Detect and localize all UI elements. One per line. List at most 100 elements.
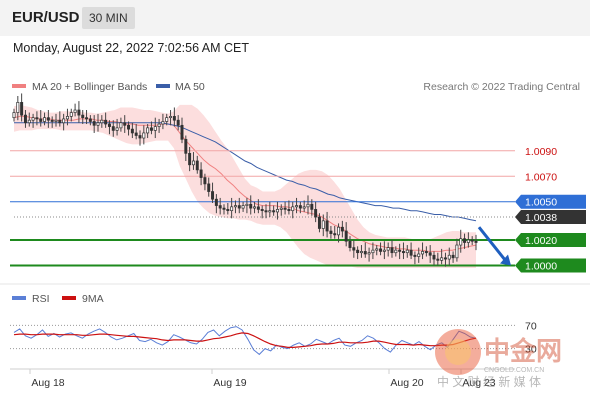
- rsi-legend: RSI 9MA: [12, 293, 104, 305]
- logo-sub-text: CNGOLD.COM.CN: [484, 367, 544, 374]
- candle-body: [352, 247, 356, 251]
- candle-body: [241, 205, 245, 209]
- candle-body: [172, 116, 176, 121]
- candle-body: [367, 252, 371, 255]
- candle-body: [463, 238, 467, 243]
- x-tick-label: Aug 19: [213, 377, 246, 389]
- candle-body: [279, 207, 283, 210]
- candle-body: [142, 132, 146, 139]
- candle-body: [107, 123, 111, 127]
- candle-body: [421, 251, 425, 255]
- candle-body: [268, 210, 272, 213]
- rsi-plot-area: 70 30: [10, 320, 537, 356]
- candle-body: [35, 117, 39, 120]
- candle-body: [195, 160, 199, 171]
- candle-body: [298, 205, 302, 209]
- candle-body: [302, 206, 306, 209]
- legend-swatch-9ma: [62, 296, 76, 300]
- candle-body: [260, 209, 264, 212]
- candle-body: [275, 209, 279, 213]
- candle-body: [440, 257, 444, 261]
- candle-body: [146, 127, 150, 134]
- level-tag-1.0038: [515, 210, 586, 225]
- timeframe-badge[interactable]: 30 MIN: [82, 7, 135, 29]
- candle-body: [153, 126, 157, 131]
- candle-body: [321, 220, 325, 229]
- candle-body: [379, 248, 383, 252]
- candle-body: [325, 220, 329, 232]
- rsi-9ma-line: [13, 332, 477, 348]
- candle-body: [264, 210, 268, 213]
- ma50-line: [14, 122, 477, 222]
- candle-body: [256, 206, 260, 210]
- candle-body: [69, 112, 73, 117]
- forecast-arrow-line: [477, 226, 509, 264]
- candle-body: [31, 117, 35, 121]
- candle-body: [287, 209, 291, 212]
- candle-body: [401, 251, 405, 254]
- candle-body: [188, 152, 192, 166]
- candle-body: [85, 117, 89, 120]
- candle-body: [73, 109, 77, 113]
- candle-body: [23, 114, 27, 124]
- candle-body: [417, 253, 421, 257]
- candle-body: [127, 124, 131, 130]
- candle-body: [230, 206, 234, 212]
- candle-body: [27, 119, 31, 124]
- candle-body: [138, 135, 142, 139]
- legend-swatch-ma50: [156, 84, 170, 88]
- candle-body: [165, 117, 169, 122]
- candle-body: [291, 206, 295, 212]
- candle-body: [46, 117, 50, 121]
- candle-body: [459, 238, 463, 246]
- candle-body: [134, 132, 138, 136]
- x-axis: Aug 18 Aug 19 Aug 20 Aug 23: [29, 369, 496, 389]
- candle-body: [54, 119, 58, 122]
- price-legend: MA 20 + Bollinger Bands MA 50 Research ©…: [12, 81, 580, 93]
- candle-body: [88, 118, 92, 122]
- rsi-line: [13, 326, 477, 356]
- candle-body: [371, 249, 375, 254]
- price-plot-area: [13, 104, 477, 269]
- candle-body: [447, 254, 451, 260]
- candle-body: [394, 249, 398, 254]
- candle-body: [409, 249, 413, 256]
- level-label-1.0020: 1.0020: [525, 235, 557, 247]
- candle-body: [386, 247, 390, 251]
- candle-body: [157, 123, 161, 127]
- candle-body: [272, 210, 276, 213]
- logo-text: 中金网: [484, 336, 562, 366]
- candle-body: [50, 119, 54, 122]
- candle-body: [43, 117, 47, 122]
- candle-body: [436, 258, 440, 261]
- candle-body: [161, 121, 165, 125]
- candle-body: [295, 205, 299, 208]
- candle-body: [337, 226, 341, 236]
- candle-body: [359, 251, 363, 254]
- candle-body: [207, 183, 211, 192]
- logo-inner-icon: [445, 339, 471, 365]
- candle-body: [218, 205, 222, 209]
- candle-body: [249, 203, 253, 209]
- candle-body: [333, 233, 337, 236]
- candle-body: [375, 248, 379, 251]
- logo-tagline: 中 文 财 经 新 媒 体: [437, 374, 541, 389]
- level-label-1.0038: 1.0038: [525, 212, 557, 224]
- candle-body: [176, 119, 180, 126]
- date-line: Monday, August 22, 2022 7:02:56 AM CET: [13, 41, 250, 55]
- candle-body: [226, 209, 230, 212]
- candle-body: [16, 102, 20, 113]
- research-watermark: Research © 2022 Trading Central: [423, 81, 580, 93]
- candle-body: [100, 119, 104, 124]
- candles: [12, 93, 511, 267]
- candle-body: [65, 116, 69, 120]
- rsi-level-label-30: 30: [525, 344, 537, 356]
- candle-body: [81, 114, 85, 119]
- candle-body: [130, 128, 134, 134]
- candle-body: [233, 205, 237, 208]
- level-tag-1.0000: [515, 258, 586, 273]
- legend-rsi-label: RSI: [32, 293, 50, 305]
- candle-body: [253, 206, 257, 209]
- candle-body: [432, 254, 436, 260]
- candle-body: [237, 205, 241, 209]
